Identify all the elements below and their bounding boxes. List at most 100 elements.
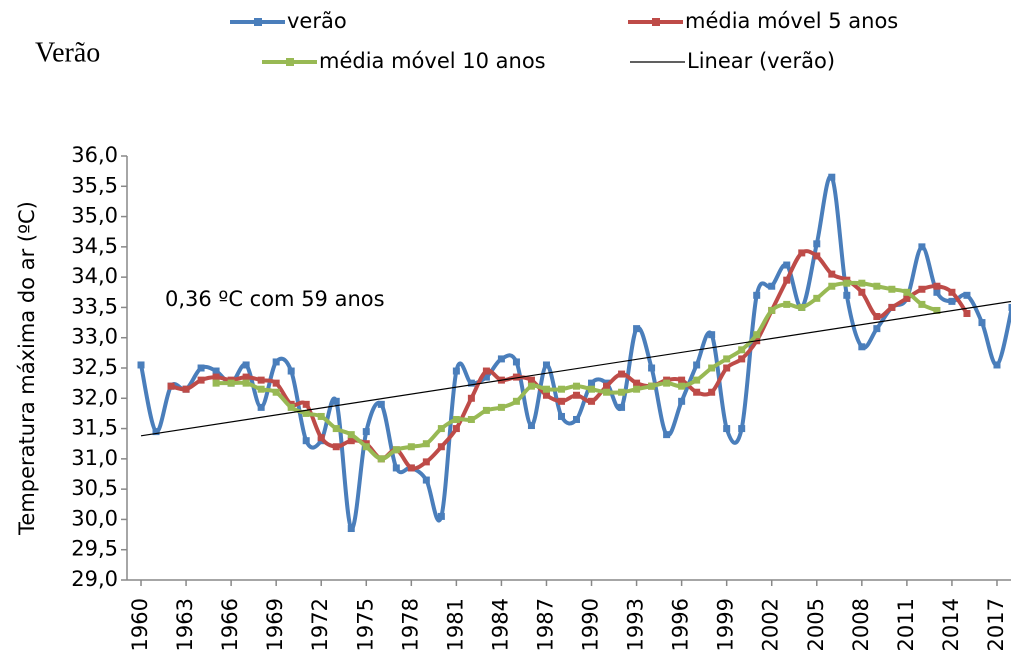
point-marker	[422, 458, 430, 466]
point-marker	[542, 391, 550, 399]
point-marker	[242, 379, 250, 387]
point-marker	[978, 319, 986, 327]
point-marker	[287, 403, 295, 411]
x-tick-label: 1996	[669, 598, 693, 651]
point-marker	[542, 361, 550, 369]
point-marker	[437, 425, 445, 433]
x-tick-label: 1984	[488, 598, 512, 651]
point-marker	[362, 443, 370, 451]
x-tick-label: 1960	[128, 598, 152, 651]
legend-marker	[286, 58, 294, 66]
point-marker	[377, 455, 385, 463]
point-marker	[257, 403, 265, 411]
point-marker	[302, 409, 310, 417]
point-marker	[212, 379, 220, 387]
point-marker	[993, 361, 1001, 369]
point-marker	[437, 443, 445, 451]
x-tick-label: 1969	[263, 598, 287, 651]
point-marker	[332, 425, 340, 433]
point-marker	[888, 303, 896, 311]
point-marker	[527, 376, 535, 384]
annotation: 0,36 ºC com 59 anos	[165, 287, 385, 311]
point-marker	[422, 476, 430, 484]
point-marker	[167, 382, 175, 390]
point-marker	[452, 425, 460, 433]
y-tick-label: 29,5	[71, 537, 118, 561]
point-marker	[903, 294, 911, 302]
point-marker	[347, 431, 355, 439]
point-marker	[588, 397, 596, 405]
y-tick-label: 34,5	[71, 234, 118, 258]
point-marker	[723, 355, 731, 363]
x-tick-label: 1987	[533, 598, 557, 651]
point-marker	[678, 397, 686, 405]
point-marker	[783, 276, 791, 284]
point-marker	[527, 382, 535, 390]
y-tick-label: 30,0	[71, 506, 118, 530]
point-marker	[858, 279, 866, 287]
point-marker	[708, 331, 716, 339]
point-marker	[933, 288, 941, 296]
point-marker	[798, 249, 806, 257]
point-marker	[663, 431, 671, 439]
x-tick-label: 2005	[804, 598, 828, 651]
point-marker	[963, 291, 971, 299]
point-marker	[918, 285, 926, 293]
point-marker	[242, 373, 250, 381]
point-marker	[467, 415, 475, 423]
point-marker	[948, 297, 956, 305]
point-marker	[813, 252, 821, 260]
point-marker	[723, 364, 731, 372]
y-tick-label: 31,0	[71, 446, 118, 470]
x-tick-label: 2017	[984, 598, 1008, 651]
legend-label: verão	[287, 9, 347, 33]
point-marker	[242, 361, 250, 369]
point-marker	[497, 355, 505, 363]
point-marker	[452, 415, 460, 423]
point-marker	[573, 415, 581, 423]
point-marker	[347, 437, 355, 445]
point-marker	[873, 325, 881, 333]
point-marker	[437, 512, 445, 520]
y-tick-label: 32,5	[71, 355, 118, 379]
point-marker	[362, 428, 370, 436]
point-marker	[392, 464, 400, 472]
x-tick-label: 1978	[398, 598, 422, 651]
x-tick-label: 2011	[894, 598, 918, 651]
point-marker	[272, 358, 280, 366]
point-marker	[873, 313, 881, 321]
y-tick-label: 33,5	[71, 294, 118, 318]
point-marker	[422, 440, 430, 448]
point-marker	[738, 425, 746, 433]
point-marker	[482, 406, 490, 414]
point-marker	[467, 394, 475, 402]
point-marker	[963, 309, 971, 317]
point-marker	[798, 303, 806, 311]
point-marker	[888, 285, 896, 293]
point-marker	[152, 428, 160, 436]
point-marker	[317, 412, 325, 420]
point-marker	[377, 400, 385, 408]
point-marker	[272, 388, 280, 396]
point-marker	[542, 385, 550, 393]
point-marker	[648, 364, 656, 372]
point-marker	[738, 355, 746, 363]
point-marker	[708, 364, 716, 372]
point-marker	[618, 370, 626, 378]
point-marker	[843, 279, 851, 287]
point-marker	[1008, 303, 1011, 311]
point-marker	[257, 385, 265, 393]
point-marker	[588, 385, 596, 393]
point-marker	[257, 376, 265, 384]
point-marker	[708, 388, 716, 396]
x-tick-label: 1999	[714, 598, 738, 651]
point-marker	[918, 243, 926, 251]
point-marker	[663, 379, 671, 387]
y-tick-label: 32,0	[71, 385, 118, 409]
point-marker	[332, 397, 340, 405]
point-marker	[633, 385, 641, 393]
y-tick-label: 31,5	[71, 416, 118, 440]
point-marker	[317, 434, 325, 442]
point-marker	[903, 288, 911, 296]
point-marker	[512, 373, 520, 381]
